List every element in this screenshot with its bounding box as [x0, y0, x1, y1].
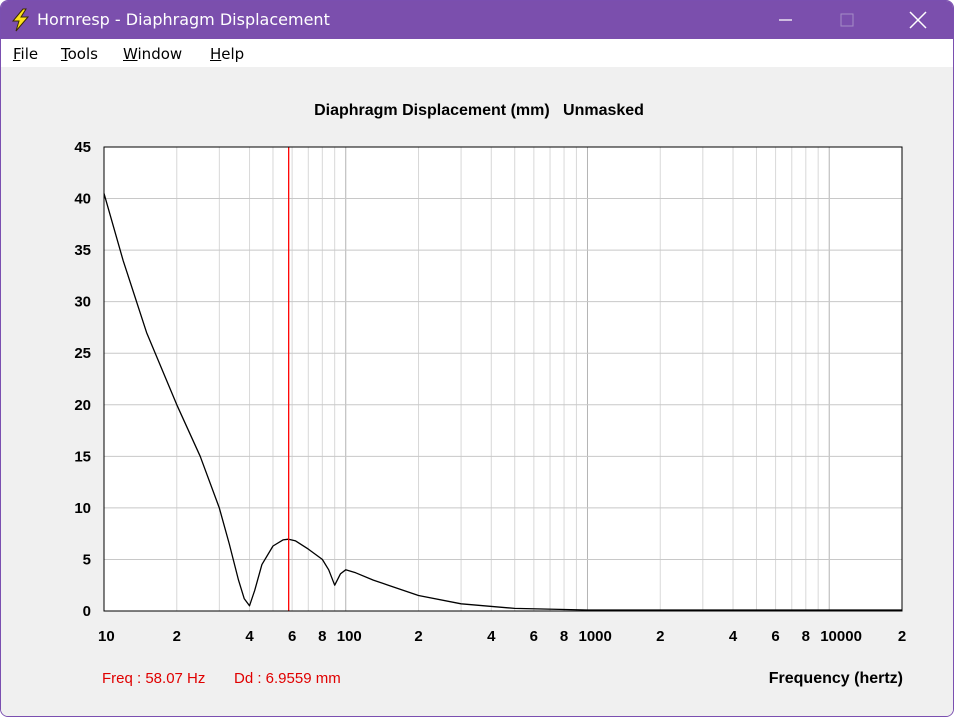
chart-title: Diaphragm Displacement (mm) Unmasked [314, 102, 644, 119]
x-tick-label: 10 [98, 628, 115, 645]
plot-frame [103, 146, 903, 612]
x-tick-label: 1000 [578, 628, 611, 645]
x-tick-label: 8 [802, 628, 810, 645]
menu-bar: File Tools Window Help [1, 39, 953, 67]
y-tick-label: 5 [83, 551, 91, 568]
displacement-chart[interactable]: Diaphragm Displacement (mm) Unmasked 0 5 1… [1, 67, 953, 716]
x-tick-label: 2 [898, 628, 906, 645]
displacement-readout: Dd : 6.9559 mm [234, 670, 341, 687]
menu-window[interactable]: Window [123, 45, 183, 63]
x-tick-label: 6 [771, 628, 779, 645]
y-tick-label: 15 [74, 448, 91, 465]
x-tick-label: 2 [173, 628, 181, 645]
x-tick-label: 10000 [820, 628, 862, 645]
x-tick-label: 2 [414, 628, 422, 645]
y-tick-label: 0 [83, 603, 91, 620]
x-tick-label: 4 [729, 628, 738, 645]
freq-readout: Freq : 58.07 Hz [102, 670, 206, 687]
plot-background [104, 147, 902, 611]
chart-area[interactable]: Diaphragm Displacement (mm) Unmasked 0 5 1… [1, 67, 953, 716]
close-icon [909, 11, 927, 29]
y-tick-label: 20 [74, 397, 91, 414]
y-tick-label: 35 [74, 242, 91, 259]
displacement-curve [103, 193, 902, 611]
y-tick-label: 10 [74, 500, 91, 517]
minimize-button[interactable] [763, 1, 809, 39]
menu-help[interactable]: Help [210, 45, 245, 63]
minimize-icon [779, 19, 792, 21]
maximize-button[interactable] [824, 1, 870, 39]
y-tick-label: 30 [74, 294, 91, 311]
x-tick-label: 100 [337, 628, 362, 645]
title-bar[interactable]: Hornresp - Diaphragm Displacement [1, 1, 953, 39]
lightning-bolt-icon [11, 8, 30, 32]
menu-file[interactable]: File [13, 45, 39, 63]
y-tick-label: 40 [74, 191, 91, 208]
close-button[interactable] [895, 1, 941, 39]
x-axis-label: Frequency (hertz) [768, 670, 903, 687]
y-tick-label: 25 [74, 345, 91, 362]
x-tick-label: 4 [245, 628, 254, 645]
x-tick-label: 8 [560, 628, 568, 645]
x-tick-label: 8 [318, 628, 326, 645]
maximize-icon [840, 13, 854, 27]
x-tick-label: 6 [530, 628, 538, 645]
window-title: Hornresp - Diaphragm Displacement [37, 10, 330, 29]
menu-tools[interactable]: Tools [61, 45, 98, 63]
y-tick-label: 45 [74, 139, 91, 156]
x-tick-label: 4 [487, 628, 496, 645]
x-tick-label: 2 [656, 628, 664, 645]
x-tick-label: 6 [288, 628, 296, 645]
